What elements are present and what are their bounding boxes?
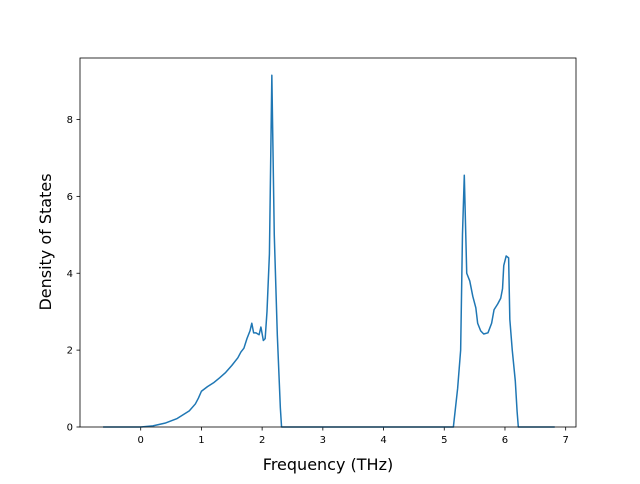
x-axis-label: Frequency (THz) [263,455,393,474]
x-tick-label: 0 [138,435,144,446]
x-tick-label: 5 [441,435,447,446]
y-tick-label: 8 [67,115,73,126]
y-tick-label: 0 [67,423,73,434]
x-tick-label: 3 [320,435,326,446]
y-tick-label: 4 [67,269,73,280]
x-tick-label: 1 [198,435,204,446]
x-tick-label: 7 [562,435,568,446]
y-tick-label: 6 [67,192,73,203]
y-tick-label: 2 [67,346,73,357]
line [103,74,555,428]
plot-frame [79,57,577,428]
x-tick-label: 6 [502,435,508,446]
x-tick-label: 4 [380,435,386,446]
y-axis-label: Density of States [36,173,55,310]
x-tick-label: 2 [259,435,265,446]
